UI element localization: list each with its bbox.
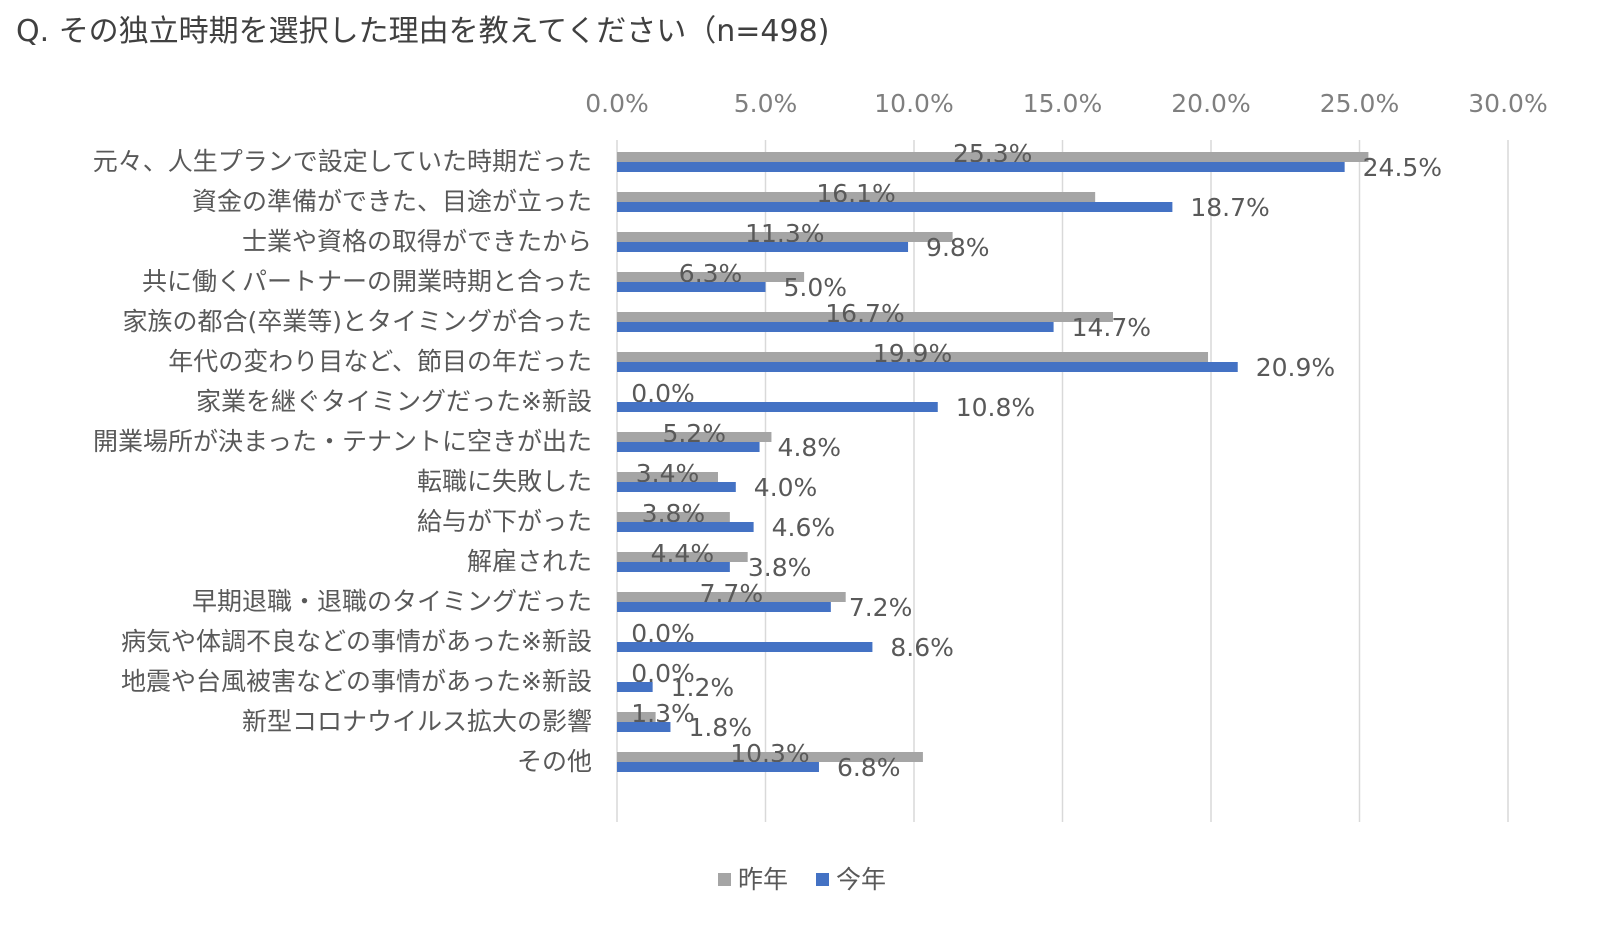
legend-swatch-this-year bbox=[816, 873, 829, 886]
bar-this-year bbox=[617, 362, 1238, 372]
data-label-this-year: 1.8% bbox=[688, 713, 752, 742]
data-label-this-year: 6.8% bbox=[837, 753, 901, 782]
bar-this-year bbox=[617, 682, 653, 692]
bar-this-year bbox=[617, 162, 1345, 172]
data-label-this-year: 14.7% bbox=[1072, 313, 1151, 342]
bar-last-year bbox=[617, 592, 846, 602]
bar-last-year bbox=[617, 152, 1369, 162]
category-label: 転職に失敗した bbox=[417, 467, 592, 496]
x-tick-label: 20.0% bbox=[1171, 89, 1250, 118]
bar-last-year bbox=[617, 472, 718, 482]
x-tick-label: 30.0% bbox=[1468, 89, 1547, 118]
bar-last-year bbox=[617, 552, 748, 562]
bar-last-year bbox=[617, 312, 1113, 322]
category-label: 共に働くパートナーの開業時期と合った bbox=[142, 267, 592, 296]
data-label-this-year: 4.6% bbox=[772, 513, 836, 542]
data-label-this-year: 9.8% bbox=[926, 233, 990, 262]
data-label-this-year: 20.9% bbox=[1256, 353, 1335, 382]
bar-this-year bbox=[617, 322, 1054, 332]
category-label: 年代の変わり目など、節目の年だった bbox=[168, 347, 592, 376]
bar-this-year bbox=[617, 242, 909, 252]
bar-last-year bbox=[617, 192, 1096, 202]
category-label: 資金の準備ができた、目途が立った bbox=[192, 187, 592, 216]
category-label: 元々、人生プランで設定していた時期だった bbox=[93, 147, 592, 176]
bar-this-year bbox=[617, 562, 730, 572]
bar-last-year bbox=[617, 432, 772, 442]
bar-this-year bbox=[617, 642, 873, 652]
x-tick-label: 15.0% bbox=[1023, 89, 1102, 118]
data-label-this-year: 3.8% bbox=[748, 553, 812, 582]
category-label: 解雇された bbox=[467, 547, 592, 576]
category-label: 病気や体調不良などの事情があった※新設 bbox=[121, 627, 592, 656]
bar-last-year bbox=[617, 272, 805, 282]
data-label-this-year: 5.0% bbox=[784, 273, 848, 302]
bar-this-year bbox=[617, 722, 671, 732]
category-label: 家業を継ぐタイミングだった※新設 bbox=[196, 387, 592, 416]
category-label: 士業や資格の取得ができたから bbox=[242, 227, 592, 256]
bar-last-year bbox=[617, 712, 656, 722]
data-label-this-year: 1.2% bbox=[671, 673, 735, 702]
bar-this-year bbox=[617, 202, 1173, 212]
legend-swatch-last-year bbox=[718, 873, 731, 886]
bar-last-year bbox=[617, 352, 1209, 362]
bar-this-year bbox=[617, 522, 754, 532]
data-label-this-year: 4.0% bbox=[754, 473, 818, 502]
category-label: その他 bbox=[517, 747, 592, 776]
bar-this-year bbox=[617, 402, 938, 412]
bar-last-year bbox=[617, 752, 923, 762]
x-tick-label: 10.0% bbox=[874, 89, 953, 118]
legend-label-last-year: 昨年 bbox=[738, 865, 788, 894]
chart-title: Q. その独立時期を選択した理由を教えてください（n=498) bbox=[16, 14, 830, 49]
data-label-this-year: 18.7% bbox=[1190, 193, 1269, 222]
category-label: 新型コロナウイルス拡大の影響 bbox=[242, 707, 592, 736]
bar-this-year bbox=[617, 762, 819, 772]
bar-this-year bbox=[617, 482, 736, 492]
bar-this-year bbox=[617, 282, 766, 292]
data-label-this-year: 24.5% bbox=[1363, 153, 1442, 182]
bar-this-year bbox=[617, 602, 831, 612]
data-label-this-year: 4.8% bbox=[778, 433, 842, 462]
data-label-this-year: 8.6% bbox=[890, 633, 954, 662]
x-tick-label: 5.0% bbox=[734, 89, 798, 118]
category-label: 給与が下がった bbox=[417, 507, 592, 536]
category-label: 家族の都合(卒業等)とタイミングが合った bbox=[122, 307, 592, 336]
legend-label-this-year: 今年 bbox=[836, 865, 886, 894]
data-label-this-year: 10.8% bbox=[956, 393, 1035, 422]
x-tick-label: 25.0% bbox=[1320, 89, 1399, 118]
bar-last-year bbox=[617, 512, 730, 522]
bar-last-year bbox=[617, 232, 953, 242]
category-label: 開業場所が決まった・テナントに空きが出た bbox=[93, 427, 592, 456]
bar-this-year bbox=[617, 442, 760, 452]
data-label-this-year: 7.2% bbox=[849, 593, 913, 622]
x-tick-label: 0.0% bbox=[585, 89, 649, 118]
category-label: 地震や台風被害などの事情があった※新設 bbox=[121, 667, 592, 696]
category-label: 早期退職・退職のタイミングだった bbox=[192, 587, 592, 616]
